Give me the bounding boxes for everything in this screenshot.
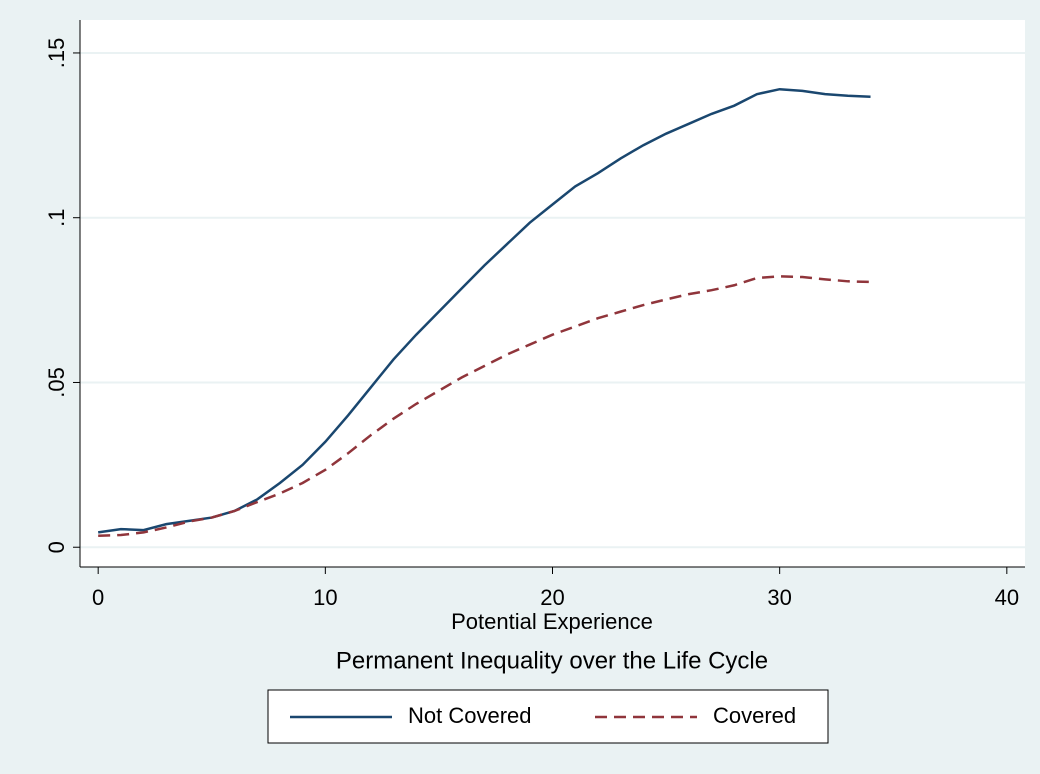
- x-tick-label: 0: [92, 585, 104, 610]
- line: [98, 275, 871, 537]
- x-tick-label: 30: [767, 585, 791, 610]
- line: [97, 87, 871, 534]
- y-tick-label: .15: [44, 38, 69, 69]
- y-tick-label: 0: [44, 541, 69, 553]
- legend-label: Not Covered: [408, 703, 532, 728]
- y-tick-label: .1: [44, 209, 69, 227]
- x-tick-label: 40: [995, 585, 1019, 610]
- y-tick-label: .05: [44, 367, 69, 398]
- legend-label: Covered: [713, 703, 796, 728]
- x-tick-label: 10: [313, 585, 337, 610]
- x-axis-label: Potential Experience: [451, 609, 653, 634]
- plot-area: [80, 20, 1025, 567]
- chart-title: Permanent Inequality over the Life Cycle: [336, 647, 768, 674]
- x-tick-label: 20: [540, 585, 564, 610]
